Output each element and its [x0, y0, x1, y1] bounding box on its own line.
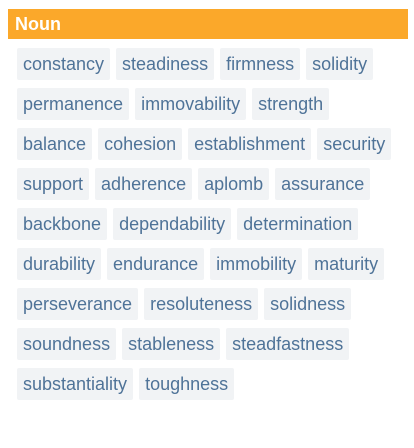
synonym-chip[interactable]: toughness — [139, 368, 235, 400]
synonym-chip[interactable]: permanence — [17, 88, 130, 120]
synonym-chip[interactable]: substantiality — [17, 368, 134, 400]
synonym-chip[interactable]: balance — [17, 128, 93, 160]
synonym-chip[interactable]: security — [317, 128, 392, 160]
synonym-list: constancy steadiness firmness solidity perma… — [17, 48, 409, 400]
synonym-chip[interactable]: immobility — [210, 248, 303, 280]
synonym-chip[interactable]: strength — [252, 88, 330, 120]
part-of-speech-header: Noun — [8, 9, 408, 39]
synonym-chip[interactable]: immovability — [135, 88, 247, 120]
synonym-chip[interactable]: stableness — [122, 328, 221, 360]
synonym-chip[interactable]: soundness — [17, 328, 117, 360]
synonym-chip[interactable]: solidness — [264, 288, 352, 320]
synonym-chip[interactable]: firmness — [220, 48, 301, 80]
synonym-chip[interactable]: maturity — [308, 248, 385, 280]
synonym-chip[interactable]: perseverance — [17, 288, 139, 320]
synonym-chip[interactable]: establishment — [188, 128, 312, 160]
synonym-chip[interactable]: dependability — [113, 208, 232, 240]
synonym-chip[interactable]: endurance — [107, 248, 205, 280]
synonym-chip[interactable]: aplomb — [198, 168, 270, 200]
synonym-chip[interactable]: solidity — [306, 48, 374, 80]
synonym-chip[interactable]: constancy — [17, 48, 111, 80]
synonym-chip[interactable]: steadiness — [116, 48, 215, 80]
synonym-chip[interactable]: cohesion — [98, 128, 183, 160]
synonym-chip[interactable]: backbone — [17, 208, 108, 240]
synonym-chip[interactable]: adherence — [95, 168, 193, 200]
synonym-chip[interactable]: steadfastness — [226, 328, 350, 360]
synonym-chip[interactable]: determination — [237, 208, 359, 240]
synonym-chip[interactable]: durability — [17, 248, 102, 280]
synonym-chip[interactable]: assurance — [275, 168, 371, 200]
synonym-chip[interactable]: resoluteness — [144, 288, 259, 320]
synonym-chip[interactable]: support — [17, 168, 90, 200]
